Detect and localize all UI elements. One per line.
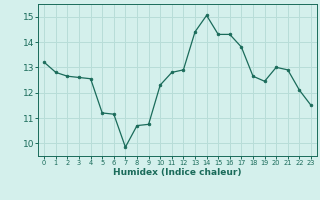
X-axis label: Humidex (Indice chaleur): Humidex (Indice chaleur) [113,168,242,177]
